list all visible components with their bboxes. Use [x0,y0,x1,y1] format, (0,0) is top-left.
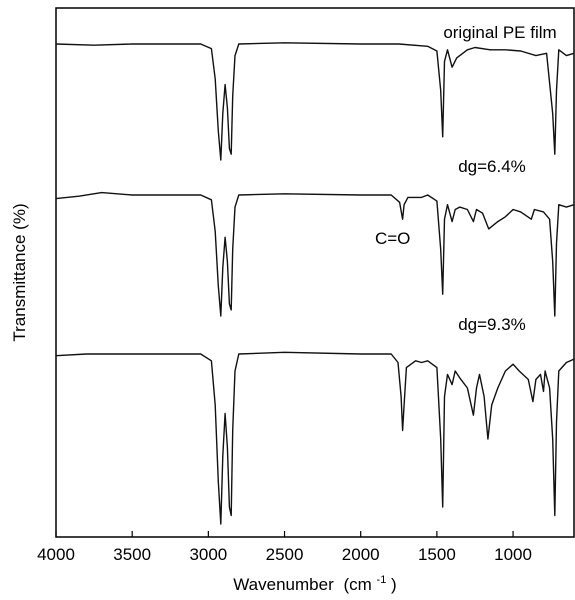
spectrum-line-3 [55,351,575,525]
x-axis-label-main: Wavenumber [233,575,334,594]
x-axis-label: Wavenumber (cm -1 ) [233,568,396,594]
spectrum-line-1 [55,42,575,161]
series-label-1: original PE film [443,23,556,42]
x-tick-label: 3000 [189,545,227,564]
x-tick-label: 4000 [37,545,75,564]
spectrum-line-2 [55,191,575,317]
x-axis-ticks: 4000 3500 3000 2500 2000 1500 1000 [37,531,532,564]
x-axis-label-unit-close: ) [391,575,397,594]
annotation-carbonyl: C=O [375,229,410,248]
x-axis-label-unit: (cm [343,575,371,594]
plot-frame [55,7,575,538]
x-tick-label: 1000 [494,545,532,564]
spectra-lines [55,42,575,525]
series-label-3: dg=9.3% [458,315,526,334]
x-tick-label: 1500 [418,545,456,564]
series-labels: original PE film dg=6.4% dg=9.3% C=O [375,23,557,334]
x-tick-label: 2000 [342,545,380,564]
y-axis-label: Transmittance (%) [10,203,29,341]
x-axis-label-unit-superscript: -1 [377,574,387,586]
series-label-2: dg=6.4% [458,157,526,176]
x-tick-label: 2500 [266,545,304,564]
x-tick-label: 3500 [113,545,151,564]
